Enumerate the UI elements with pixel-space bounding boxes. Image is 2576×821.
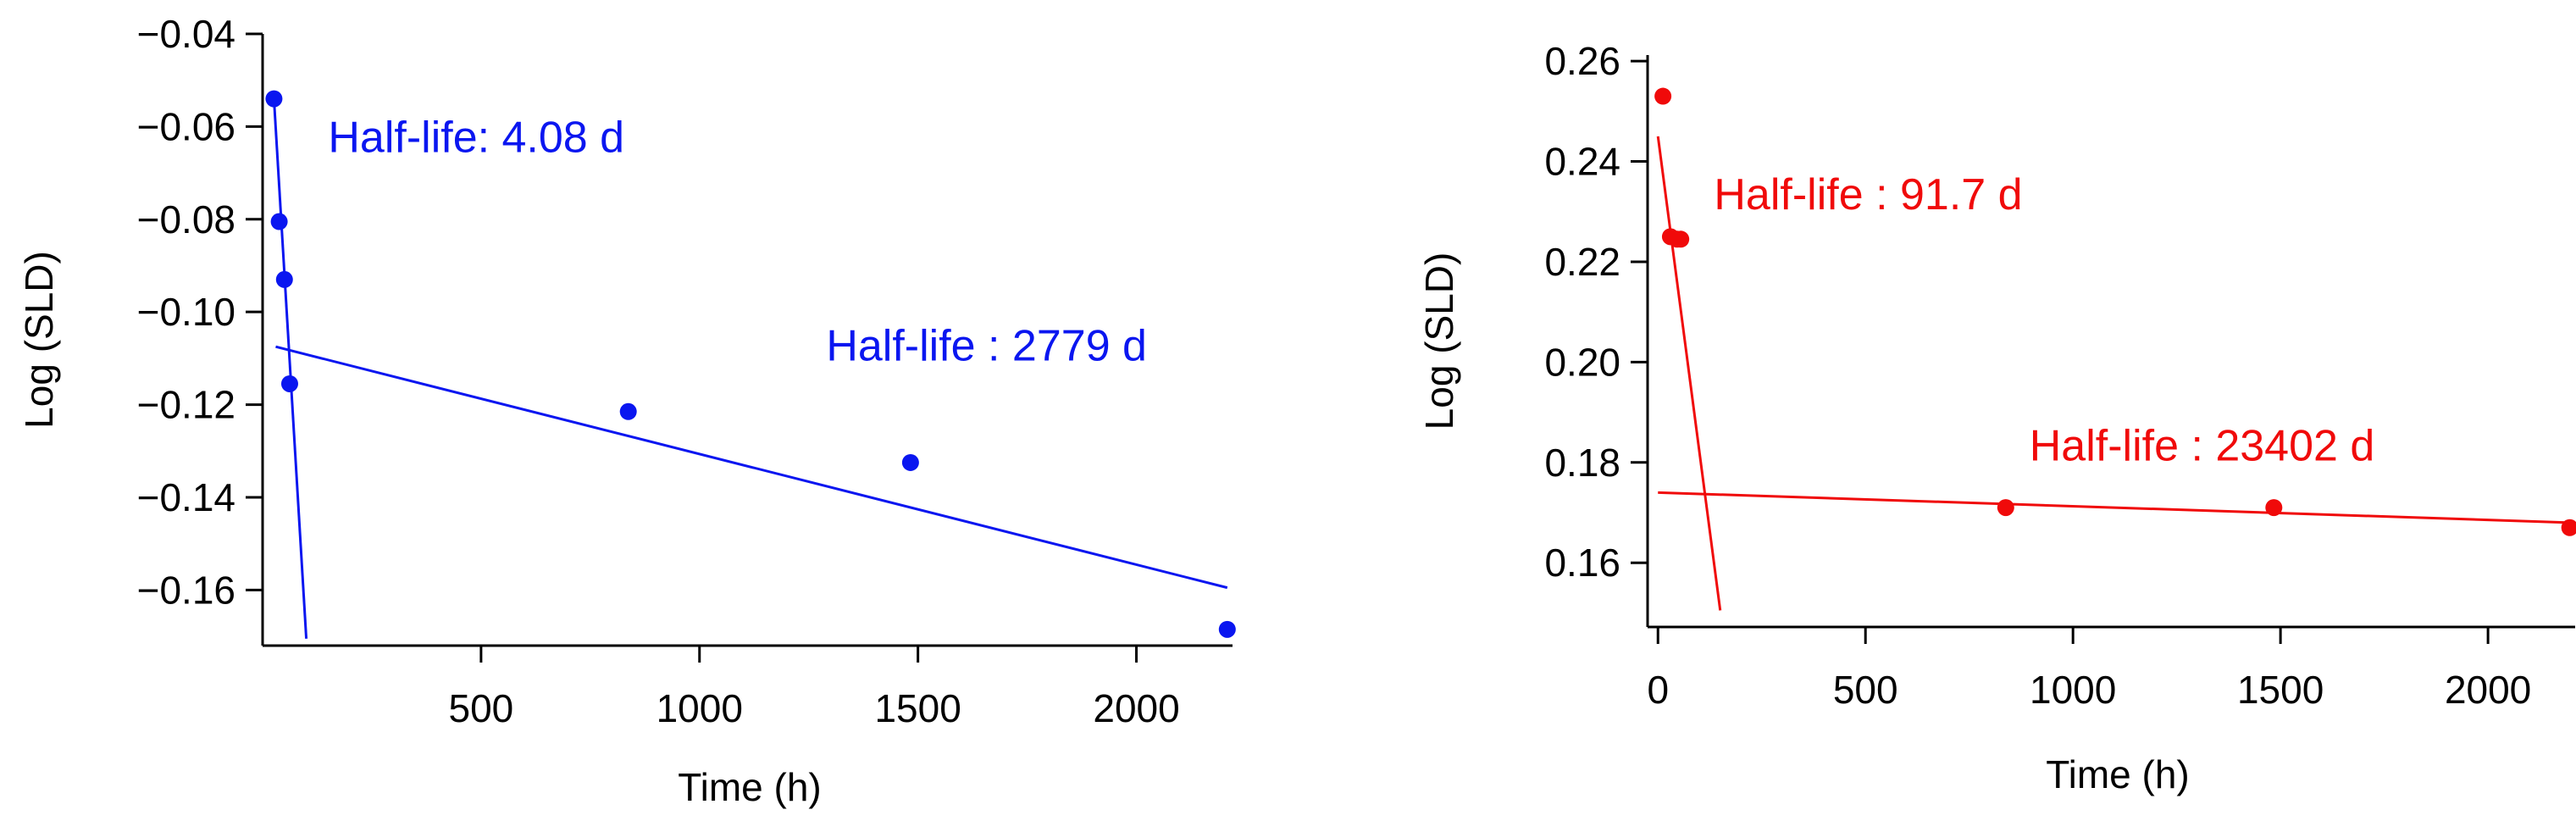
y-tick-label: 0.18 <box>1544 441 1620 485</box>
data-point <box>1218 620 1236 638</box>
fast-phase-fit-line <box>1656 136 1722 611</box>
x-tick-label: 2000 <box>2445 668 2531 712</box>
y-tick-label: −0.16 <box>137 568 235 612</box>
y-tick-label: 0.20 <box>1544 340 1620 384</box>
y-axis-title: Log (SLD) <box>17 251 61 429</box>
y-tick-label: 0.26 <box>1544 39 1620 83</box>
slow-phase-fit-line <box>1658 491 2570 524</box>
data-point <box>270 213 288 230</box>
fast-phase-fit-line <box>272 98 308 639</box>
y-tick-label: 0.24 <box>1544 140 1620 184</box>
half-life-annotation: Half-life : 2779 d <box>826 322 1147 371</box>
y-tick-label: −0.08 <box>137 197 235 241</box>
y-tick-label: 0.22 <box>1544 240 1620 284</box>
y-tick-label: −0.10 <box>137 290 235 334</box>
data-point <box>1654 87 1672 105</box>
data-point <box>1672 230 1690 248</box>
x-tick-label: 2000 <box>1093 686 1179 730</box>
x-axis-title: Time (h) <box>678 765 822 809</box>
x-tick-label: 1000 <box>656 686 743 730</box>
x-tick-label: 1500 <box>874 686 961 730</box>
y-tick-label: −0.04 <box>137 12 235 56</box>
y-axis-title: Log (SLD) <box>1417 252 1461 430</box>
x-tick-label: 1500 <box>2237 668 2324 712</box>
x-axis-title: Time (h) <box>2046 752 2190 796</box>
data-point <box>265 90 283 108</box>
data-point <box>2265 499 2283 517</box>
data-point <box>901 453 919 471</box>
x-tick-label: 1000 <box>2030 668 2116 712</box>
y-tick-label: −0.12 <box>137 383 235 427</box>
half-life-annotation: Half-life : 91.7 d <box>1714 170 2022 219</box>
y-tick-label: −0.14 <box>137 475 235 519</box>
data-point <box>1997 499 2014 517</box>
x-tick-label: 500 <box>1833 668 1898 712</box>
chart-panel-left: −0.04 −0.06 −0.08 −0.10 −0.12 −0.14 −0.16 500 10… <box>17 12 1236 809</box>
half-life-annotation: Half-life : 23402 d <box>2030 421 2375 470</box>
x-tick-label: 500 <box>449 686 514 730</box>
slow-phase-fit-line <box>275 345 1228 590</box>
chart-panel-right: 0.16 0.18 0.20 0.22 0.24 0.26 0 500 1000 1500 2000… <box>1417 39 2576 796</box>
y-tick-label: 0.16 <box>1544 541 1620 585</box>
data-point <box>280 374 298 392</box>
x-tick-label: 0 <box>1647 668 1669 712</box>
data-point <box>619 402 637 420</box>
data-point <box>2561 519 2576 536</box>
y-tick-label: −0.06 <box>137 104 235 148</box>
data-point <box>275 270 293 288</box>
half-life-annotation: Half-life: 4.08 d <box>328 113 624 162</box>
